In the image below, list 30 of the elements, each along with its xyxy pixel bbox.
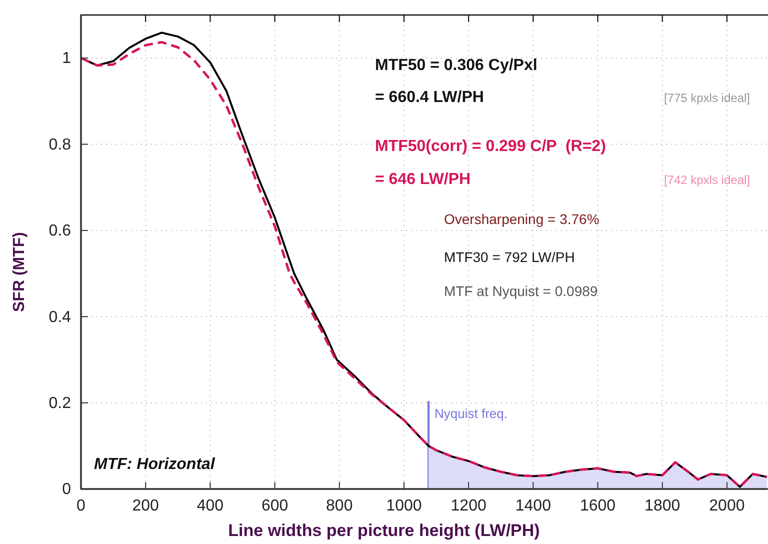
- annotation: MTF50(corr) = 0.299 C/P (R=2): [375, 138, 606, 155]
- y-tick-label: 1: [62, 50, 72, 68]
- y-tick-label: 0.8: [48, 136, 72, 154]
- x-tick-label: 1400: [515, 497, 552, 514]
- y-tick-label: 0.6: [48, 222, 72, 240]
- x-tick-label: 600: [261, 497, 288, 514]
- annotation: = 660.4 LW/PH: [375, 89, 484, 106]
- annotation: MTF50 = 0.306 Cy/Pxl: [375, 57, 538, 74]
- x-tick-label: 400: [196, 497, 224, 514]
- x-tick-label: 0: [76, 497, 86, 514]
- x-tick-label: 2000: [709, 497, 745, 514]
- annotation: [775 kpxls ideal]: [664, 91, 750, 105]
- ref-line-label: Nyquist freq.: [434, 406, 508, 421]
- annotation: = 646 LW/PH: [375, 171, 471, 188]
- x-tick-label: 1600: [580, 497, 616, 514]
- x-axis-title: Line widths per picture height (LW/PH): [228, 521, 540, 540]
- annotation: MTF30 = 792 LW/PH: [444, 249, 575, 265]
- y-tick-label: 0: [62, 481, 72, 498]
- y-axis-title: SFR (MTF): [11, 232, 28, 312]
- x-tick-label: 800: [326, 497, 353, 514]
- annotation: [742 kpxls ideal]: [664, 173, 750, 187]
- x-tick-label: 1000: [386, 497, 422, 514]
- x-tick-label: 1800: [644, 497, 680, 514]
- annotation: MTF at Nyquist = 0.0989: [444, 283, 598, 299]
- x-tick-label: 200: [132, 497, 160, 514]
- annotation: Oversharpening = 3.76%: [444, 211, 600, 227]
- annotation: MTF: Horizontal: [94, 456, 216, 473]
- x-tick-label: 1200: [450, 497, 486, 514]
- y-tick-label: 0.2: [48, 394, 72, 412]
- y-tick-label: 0.4: [48, 308, 72, 326]
